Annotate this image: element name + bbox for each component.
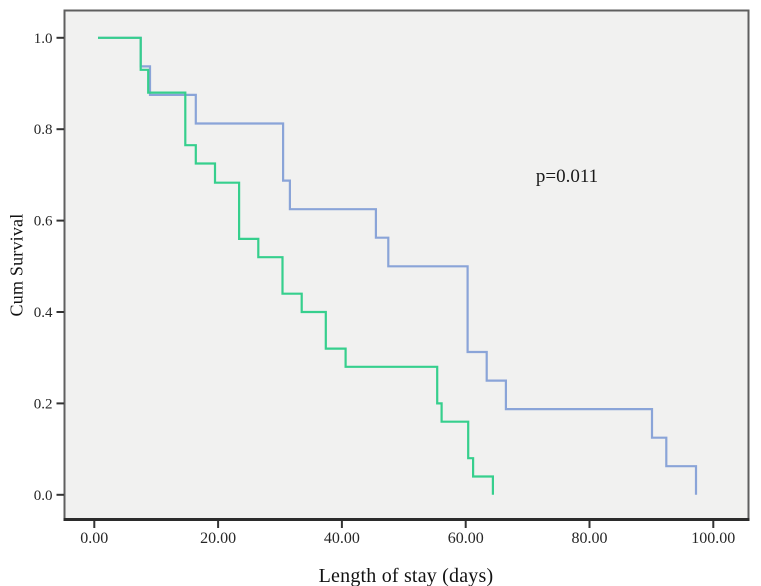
y-axis-title: Cum Survival bbox=[6, 213, 27, 317]
x-tick-label: 0.00 bbox=[80, 530, 108, 547]
x-tick-label: 80.00 bbox=[572, 530, 608, 547]
x-tick-label: 60.00 bbox=[448, 530, 484, 547]
plot-frame bbox=[63, 9, 750, 521]
x-tick-label: 100.00 bbox=[691, 530, 735, 547]
x-axis-title: Length of stay (days) bbox=[318, 565, 494, 586]
survival-curve-group-green bbox=[98, 36, 494, 495]
x-tick-label: 20.00 bbox=[200, 530, 236, 547]
survival-curve-group-blue bbox=[98, 36, 698, 495]
y-tick-label: 0.0 bbox=[34, 488, 53, 504]
y-tick-label: 0.8 bbox=[34, 122, 53, 138]
y-tick-label: 0.2 bbox=[34, 396, 53, 412]
y-tick-label: 0.6 bbox=[34, 214, 53, 230]
y-tick-label: 1.0 bbox=[34, 31, 53, 47]
p-value-annotation: p=0.011 bbox=[535, 166, 599, 187]
y-tick-label: 0.4 bbox=[34, 305, 53, 321]
x-tick-label: 40.00 bbox=[324, 530, 360, 547]
